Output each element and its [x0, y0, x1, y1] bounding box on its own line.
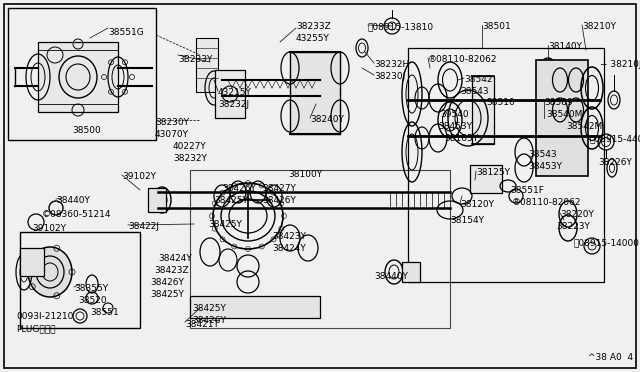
- Text: 38542: 38542: [464, 75, 493, 84]
- Text: 39540: 39540: [440, 110, 468, 119]
- Text: 38440Y: 38440Y: [374, 272, 408, 281]
- Text: ^38 A0  4: ^38 A0 4: [588, 353, 633, 362]
- Text: 38140Y: 38140Y: [548, 42, 582, 51]
- Bar: [536, 60, 588, 176]
- Text: 38120Y: 38120Y: [460, 200, 494, 209]
- Bar: [290, 52, 340, 134]
- Text: 38154Y: 38154Y: [450, 216, 484, 225]
- Bar: [148, 188, 166, 212]
- Text: 38232Y: 38232Y: [173, 154, 207, 163]
- Text: ®08110-82062: ®08110-82062: [428, 55, 497, 64]
- Text: 38427Y: 38427Y: [262, 184, 296, 193]
- Text: Ⓥ08915-13810: Ⓥ08915-13810: [368, 22, 434, 31]
- Text: 38100Y: 38100Y: [288, 170, 322, 179]
- Text: 38426Y: 38426Y: [222, 184, 256, 193]
- Text: 38500: 38500: [72, 126, 100, 135]
- Text: 38551G: 38551G: [108, 28, 144, 37]
- Text: 38510: 38510: [486, 98, 515, 107]
- Text: 38226Y: 38226Y: [598, 158, 632, 167]
- Text: − 38210J: − 38210J: [600, 60, 640, 69]
- Text: 38425Y: 38425Y: [150, 290, 184, 299]
- Text: 38540M: 38540M: [546, 110, 582, 119]
- Text: 38425Y: 38425Y: [208, 220, 242, 229]
- Text: ®08110-82062: ®08110-82062: [512, 198, 582, 207]
- Text: ©08360-51214: ©08360-51214: [42, 210, 111, 219]
- Text: 38453Y: 38453Y: [528, 162, 562, 171]
- Text: 38232H: 38232H: [374, 60, 409, 69]
- Bar: [190, 296, 320, 318]
- Text: 38551F: 38551F: [510, 186, 544, 195]
- Ellipse shape: [28, 247, 72, 297]
- Text: 43215Y: 43215Y: [218, 88, 252, 97]
- Text: 38220Y: 38220Y: [560, 210, 594, 219]
- Text: 43255Y: 43255Y: [296, 34, 330, 43]
- Text: 38210Y: 38210Y: [582, 22, 616, 31]
- Text: 38125Y: 38125Y: [476, 168, 510, 177]
- Text: 39102Y: 39102Y: [122, 172, 156, 181]
- Text: 38240Y: 38240Y: [310, 115, 344, 124]
- Text: 38551: 38551: [90, 308, 119, 317]
- Bar: [20, 232, 140, 328]
- Text: 38543: 38543: [528, 150, 557, 159]
- Text: 38424Y: 38424Y: [272, 244, 306, 253]
- Text: 38421T: 38421T: [185, 320, 219, 329]
- Text: 0093I-21210: 0093I-21210: [16, 312, 74, 321]
- Bar: [472, 76, 494, 144]
- Text: 38440Y: 38440Y: [56, 196, 90, 205]
- Bar: [402, 262, 420, 282]
- Text: 38426Y: 38426Y: [262, 196, 296, 205]
- Text: 38165Y: 38165Y: [444, 134, 478, 143]
- Text: 38589: 38589: [544, 98, 573, 107]
- Bar: [38, 42, 118, 112]
- Text: 38425Y: 38425Y: [214, 196, 248, 205]
- Text: Ⓥ08915-14000: Ⓥ08915-14000: [574, 238, 640, 247]
- Text: 38543: 38543: [460, 87, 488, 96]
- Text: 38426Y: 38426Y: [150, 278, 184, 287]
- Text: 38230J: 38230J: [374, 72, 405, 81]
- Bar: [20, 248, 44, 276]
- Text: 38422J: 38422J: [128, 222, 159, 231]
- Text: 38423Y: 38423Y: [272, 232, 306, 241]
- Text: 38233Z: 38233Z: [296, 22, 331, 31]
- Bar: [190, 170, 450, 328]
- Text: Ⓥ08915-44000: Ⓥ08915-44000: [590, 134, 640, 143]
- Text: 38501: 38501: [482, 22, 511, 31]
- Text: 43070Y: 43070Y: [155, 130, 189, 139]
- Text: PLUGプラグ: PLUGプラグ: [16, 324, 56, 333]
- Text: 39102Y: 39102Y: [32, 224, 66, 233]
- Bar: [470, 165, 502, 193]
- Text: 38355Y: 38355Y: [74, 284, 108, 293]
- Bar: [408, 48, 604, 282]
- Bar: [8, 8, 156, 140]
- Text: 40227Y: 40227Y: [173, 142, 207, 151]
- Text: 38230Y: 38230Y: [155, 118, 189, 127]
- Text: 3B233Y: 3B233Y: [178, 55, 212, 64]
- Bar: [215, 70, 245, 118]
- Text: 38542M: 38542M: [566, 122, 602, 131]
- Text: 38423Z: 38423Z: [154, 266, 189, 275]
- Text: 38223Y: 38223Y: [556, 222, 590, 231]
- Text: 38426Y: 38426Y: [192, 316, 226, 325]
- Text: 38520: 38520: [78, 296, 107, 305]
- Text: 38425Y: 38425Y: [192, 304, 226, 313]
- Text: 38453Y: 38453Y: [438, 122, 472, 131]
- Text: 38424Y: 38424Y: [158, 254, 192, 263]
- Bar: [196, 38, 218, 92]
- Text: 38232J: 38232J: [218, 100, 249, 109]
